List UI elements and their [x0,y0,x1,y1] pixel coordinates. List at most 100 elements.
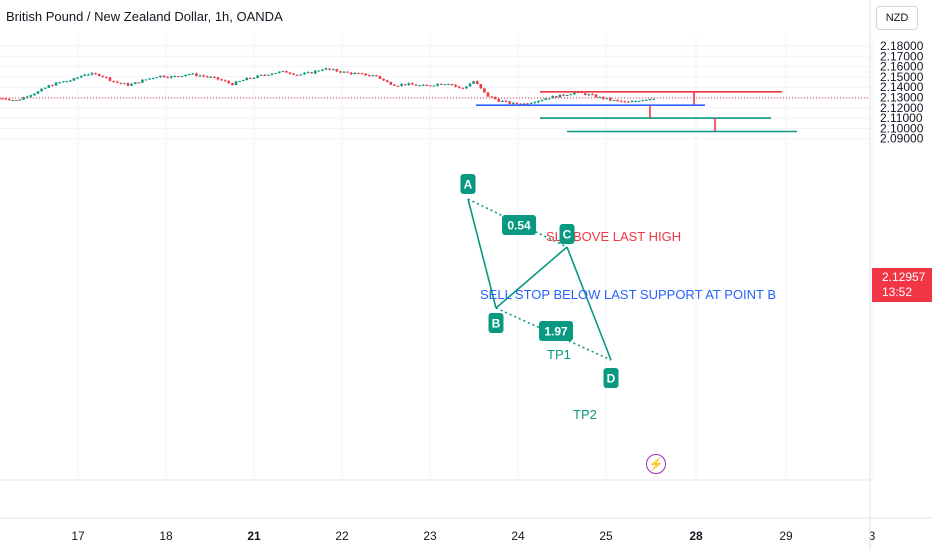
candle-body [216,77,220,80]
candle-body [328,68,331,70]
candle-body [637,101,641,103]
candle-body [439,83,443,85]
candle-body [429,85,432,87]
candle-body [126,83,130,86]
point-label-c-bg [559,224,575,244]
candle-body [324,68,328,70]
y-tick-label: 2.13000 [880,91,924,105]
candle-body [101,75,105,77]
candle-body [292,73,295,75]
candle-body [231,83,234,85]
xabcd-leg-bc [495,246,568,309]
candle-body [227,81,231,84]
bolt-icon[interactable]: ⚡ [646,454,666,474]
candle-body [317,70,321,72]
candle-body [634,101,637,103]
y-tick-label: 2.17000 [880,49,924,63]
candle-body [252,77,256,79]
x-tick-label: 3 [869,529,876,543]
candle-body [259,74,263,76]
sl-label: SL ABOVE LAST HIGH [546,229,681,244]
candle-body [310,72,313,74]
candle-body [133,82,137,84]
ratio-label-bd: 1.97 [544,325,568,339]
candle-body [115,81,119,83]
candle-body [69,80,72,82]
candle-body [245,77,249,81]
point-label-a: A [464,178,473,192]
candle-body [360,73,364,75]
candle-body [335,69,339,72]
candle-body [238,81,241,83]
candle-body [623,101,627,103]
candle-body [76,77,79,79]
candle-body [87,74,90,76]
candle-body [234,81,238,85]
candle-body [418,85,421,87]
candle-body [389,82,393,85]
candle-body [47,85,51,88]
candle-body [594,94,598,98]
candle-body [450,83,454,85]
candle-body [544,98,547,100]
candle-body [598,96,601,98]
candle-body [270,73,274,75]
candle-body [515,102,519,104]
candle-body [209,76,213,78]
candle-body [65,81,69,83]
chart-title: British Pound / New Zealand Dollar, 1h, … [6,9,283,24]
candle-body [508,101,511,104]
currency-button[interactable]: NZD [876,6,918,30]
x-tick-label: 18 [159,529,173,543]
candle-body [18,99,22,101]
point-label-d: D [607,372,616,386]
candle-body [339,71,342,73]
y-tick-label: 2.18000 [880,39,924,53]
candle-body [220,79,223,81]
candle-body [213,76,216,78]
candle-body [497,98,501,102]
candle-body [414,84,418,86]
y-tick-label: 2.16000 [880,60,924,74]
candle-body [627,101,630,103]
candle-body [551,96,555,99]
candle-body [555,96,558,98]
candle-body [486,92,490,97]
candle-body [198,75,202,77]
candle-body [349,72,353,75]
candle-body [645,99,648,101]
x-tick-label: 29 [779,529,793,543]
candle-body [375,75,378,77]
candle-body [483,88,486,93]
candle-body [130,83,133,86]
candle-body [83,74,87,76]
candle-body [159,75,162,78]
candle-body [587,94,591,96]
candle-body [407,83,411,85]
x-tick-label: 17 [71,529,85,543]
candle-body [29,95,33,97]
candle-body [241,80,245,82]
candle-body [79,75,83,78]
candle-body [346,71,349,73]
candle-body [72,78,76,81]
x-tick-label: 25 [599,529,613,543]
ratio-label-ac: 0.54 [507,219,531,233]
ratio-label-ac-bg [502,215,536,235]
candle-body [612,100,616,102]
x-tick-label: 24 [511,529,525,543]
candle-body [648,98,652,100]
candle-body [565,95,569,97]
candle-body [519,103,522,105]
candle-body [421,84,425,86]
candle-body [490,96,493,98]
candle-body [112,80,115,82]
candle-body [267,74,270,76]
candle-body [558,94,562,98]
candle-body [619,100,623,102]
y-tick-label: 2.09000 [880,132,924,146]
candle-body [447,83,450,85]
candle-body [511,102,515,104]
candle-body [331,69,335,71]
